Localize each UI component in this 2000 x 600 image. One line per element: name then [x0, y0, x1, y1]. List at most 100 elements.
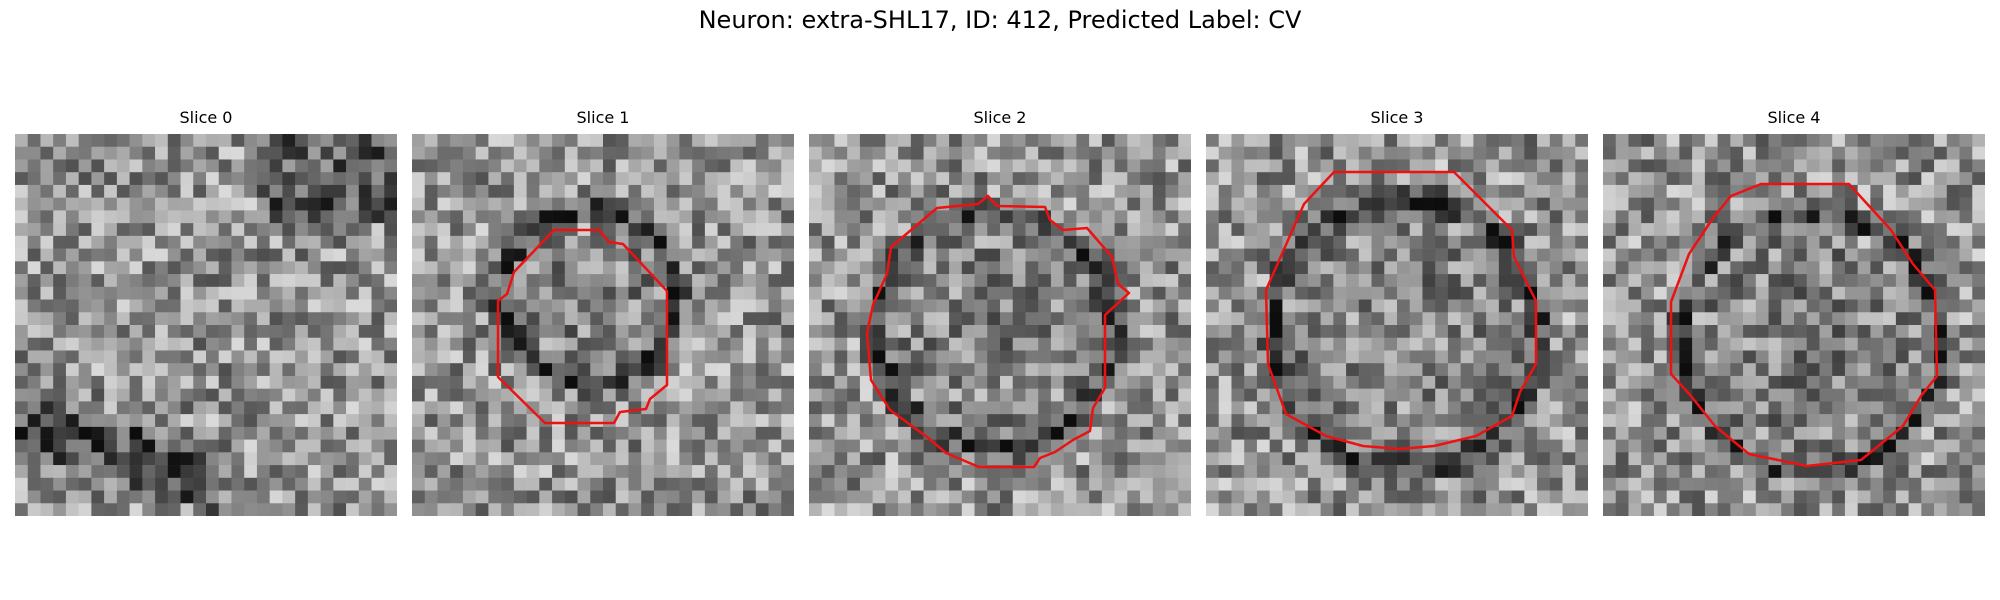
- image-pixel: [1114, 197, 1128, 211]
- image-pixel: [704, 159, 718, 173]
- image-pixel: [1921, 477, 1935, 491]
- image-pixel: [910, 363, 924, 377]
- image-pixel: [1206, 465, 1220, 479]
- image-pixel: [180, 465, 194, 479]
- image-pixel: [1870, 274, 1884, 288]
- image-pixel: [1692, 184, 1706, 198]
- image-pixel: [974, 299, 988, 313]
- image-pixel: [1025, 299, 1039, 313]
- image-pixel: [1946, 350, 1960, 364]
- image-pixel: [885, 172, 899, 186]
- image-pixel: [1575, 299, 1588, 313]
- image-pixel: [1473, 452, 1487, 466]
- image-pixel: [615, 274, 629, 288]
- image-pixel: [1806, 312, 1820, 326]
- image-pixel: [1409, 146, 1423, 160]
- image-pixel: [155, 274, 169, 288]
- image-pixel: [155, 235, 169, 249]
- image-pixel: [666, 286, 680, 300]
- image-pixel: [1511, 414, 1525, 428]
- image-pixel: [1346, 350, 1360, 364]
- image-pixel: [936, 350, 950, 364]
- image-pixel: [666, 375, 680, 389]
- image-pixel: [1895, 363, 1909, 377]
- image-pixel: [333, 210, 347, 224]
- image-pixel: [590, 172, 604, 186]
- image-pixel: [1384, 286, 1398, 300]
- image-pixel: [180, 210, 194, 224]
- image-pixel: [603, 286, 617, 300]
- image-pixel: [1781, 325, 1795, 339]
- image-pixel: [1895, 274, 1909, 288]
- image-pixel: [717, 414, 731, 428]
- image-pixel: [1063, 146, 1077, 160]
- image-pixel: [450, 274, 464, 288]
- image-pixel: [923, 146, 937, 160]
- image-pixel: [358, 197, 372, 211]
- image-pixel: [1704, 503, 1718, 516]
- image-pixel: [898, 477, 912, 491]
- image-pixel: [475, 197, 489, 211]
- image-pixel: [206, 312, 220, 326]
- image-pixel: [1140, 146, 1154, 160]
- image-pixel: [809, 401, 823, 415]
- image-pixel: [1857, 503, 1871, 516]
- image-pixel: [1050, 184, 1064, 198]
- image-pixel: [1524, 388, 1538, 402]
- image-pixel: [78, 159, 92, 173]
- image-pixel: [1946, 223, 1960, 237]
- image-pixel: [961, 134, 975, 148]
- image-pixel: [679, 159, 693, 173]
- image-pixel: [231, 299, 245, 313]
- image-pixel: [1127, 197, 1141, 211]
- image-pixel: [1524, 261, 1538, 275]
- image-pixel: [1178, 134, 1191, 148]
- image-pixel: [1641, 210, 1655, 224]
- image-pixel: [859, 274, 873, 288]
- image-pixel: [1883, 197, 1897, 211]
- image-pixel: [1076, 337, 1090, 351]
- image-pixel: [885, 375, 899, 389]
- image-pixel: [1178, 490, 1191, 504]
- image-pixel: [1603, 312, 1617, 326]
- image-pixel: [1012, 146, 1026, 160]
- image-pixel: [1628, 197, 1642, 211]
- image-pixel: [437, 235, 451, 249]
- image-pixel: [590, 439, 604, 453]
- image-pixel: [1295, 452, 1309, 466]
- image-pixel: [539, 325, 553, 339]
- image-pixel: [1295, 235, 1309, 249]
- image-pixel: [1384, 172, 1398, 186]
- image-pixel: [180, 184, 194, 198]
- image-pixel: [1178, 375, 1191, 389]
- image-pixel: [437, 159, 451, 173]
- image-pixel: [142, 184, 156, 198]
- image-pixel: [104, 490, 118, 504]
- image-pixel: [295, 414, 309, 428]
- image-pixel: [206, 172, 220, 186]
- image-pixel: [450, 388, 464, 402]
- image-pixel: [1794, 388, 1808, 402]
- image-pixel: [872, 477, 886, 491]
- image-pixel: [40, 337, 54, 351]
- image-pixel: [244, 375, 258, 389]
- image-pixel: [1231, 146, 1245, 160]
- image-pixel: [180, 159, 194, 173]
- image-pixel: [1806, 363, 1820, 377]
- image-pixel: [1717, 375, 1731, 389]
- image-pixel: [692, 274, 706, 288]
- image-pixel: [1653, 465, 1667, 479]
- image-pixel: [821, 235, 835, 249]
- image-pixel: [1832, 312, 1846, 326]
- image-pixel: [40, 452, 54, 466]
- image-pixel: [1358, 210, 1372, 224]
- image-pixel: [1946, 477, 1960, 491]
- image-pixel: [1025, 439, 1039, 453]
- image-pixel: [628, 388, 642, 402]
- image-pixel: [898, 299, 912, 313]
- image-pixel: [116, 388, 130, 402]
- image-pixel: [1409, 325, 1423, 339]
- image-pixel: [1641, 388, 1655, 402]
- image-pixel: [1460, 503, 1474, 516]
- image-pixel: [1908, 490, 1922, 504]
